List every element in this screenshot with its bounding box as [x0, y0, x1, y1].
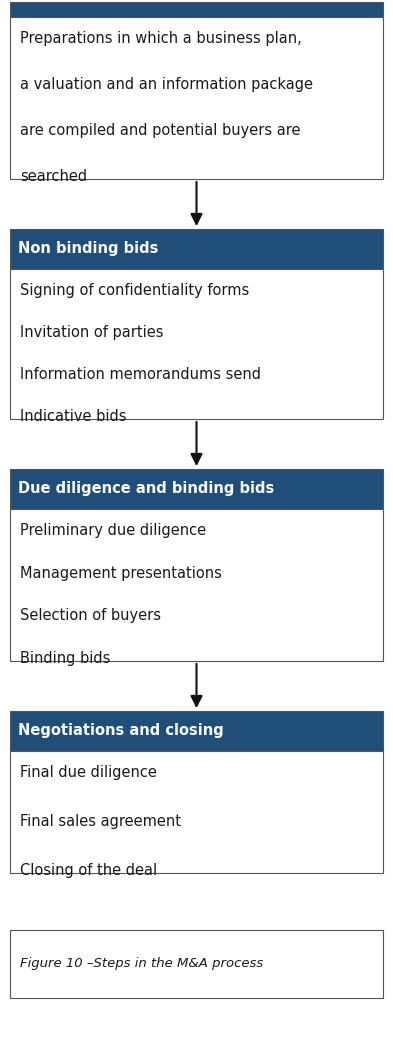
Bar — [10, 752, 383, 873]
Text: a valuation and an information package: a valuation and an information package — [20, 77, 313, 92]
Text: Selection of buyers: Selection of buyers — [20, 608, 161, 623]
Text: Preliminary due diligence: Preliminary due diligence — [20, 523, 206, 538]
Text: Final due diligence: Final due diligence — [20, 765, 157, 780]
Bar — [10, 17, 383, 179]
Bar — [10, 711, 383, 752]
Bar — [10, 2, 383, 17]
Text: searched: searched — [20, 169, 87, 184]
Text: Indicative bids: Indicative bids — [20, 409, 127, 424]
Text: Preparations in which a business plan,: Preparations in which a business plan, — [20, 31, 302, 46]
Bar — [10, 469, 383, 509]
Text: Final sales agreement: Final sales agreement — [20, 814, 181, 829]
Text: Binding bids: Binding bids — [20, 651, 110, 666]
Bar — [10, 269, 383, 419]
Text: Due diligence and binding bids: Due diligence and binding bids — [18, 482, 274, 496]
Text: are compiled and potential buyers are: are compiled and potential buyers are — [20, 123, 301, 138]
Text: Non binding bids: Non binding bids — [18, 241, 158, 256]
Text: Information memorandums send: Information memorandums send — [20, 367, 261, 382]
Text: Figure 10 –Steps in the M&A process: Figure 10 –Steps in the M&A process — [20, 957, 263, 971]
Text: Signing of confidentiality forms: Signing of confidentiality forms — [20, 284, 249, 298]
Text: Closing of the deal: Closing of the deal — [20, 863, 157, 878]
Bar — [10, 509, 383, 661]
Text: Negotiations and closing: Negotiations and closing — [18, 723, 224, 739]
Text: Invitation of parties: Invitation of parties — [20, 325, 163, 340]
Bar — [10, 229, 383, 269]
Bar — [10, 930, 383, 998]
Text: Management presentations: Management presentations — [20, 566, 222, 581]
